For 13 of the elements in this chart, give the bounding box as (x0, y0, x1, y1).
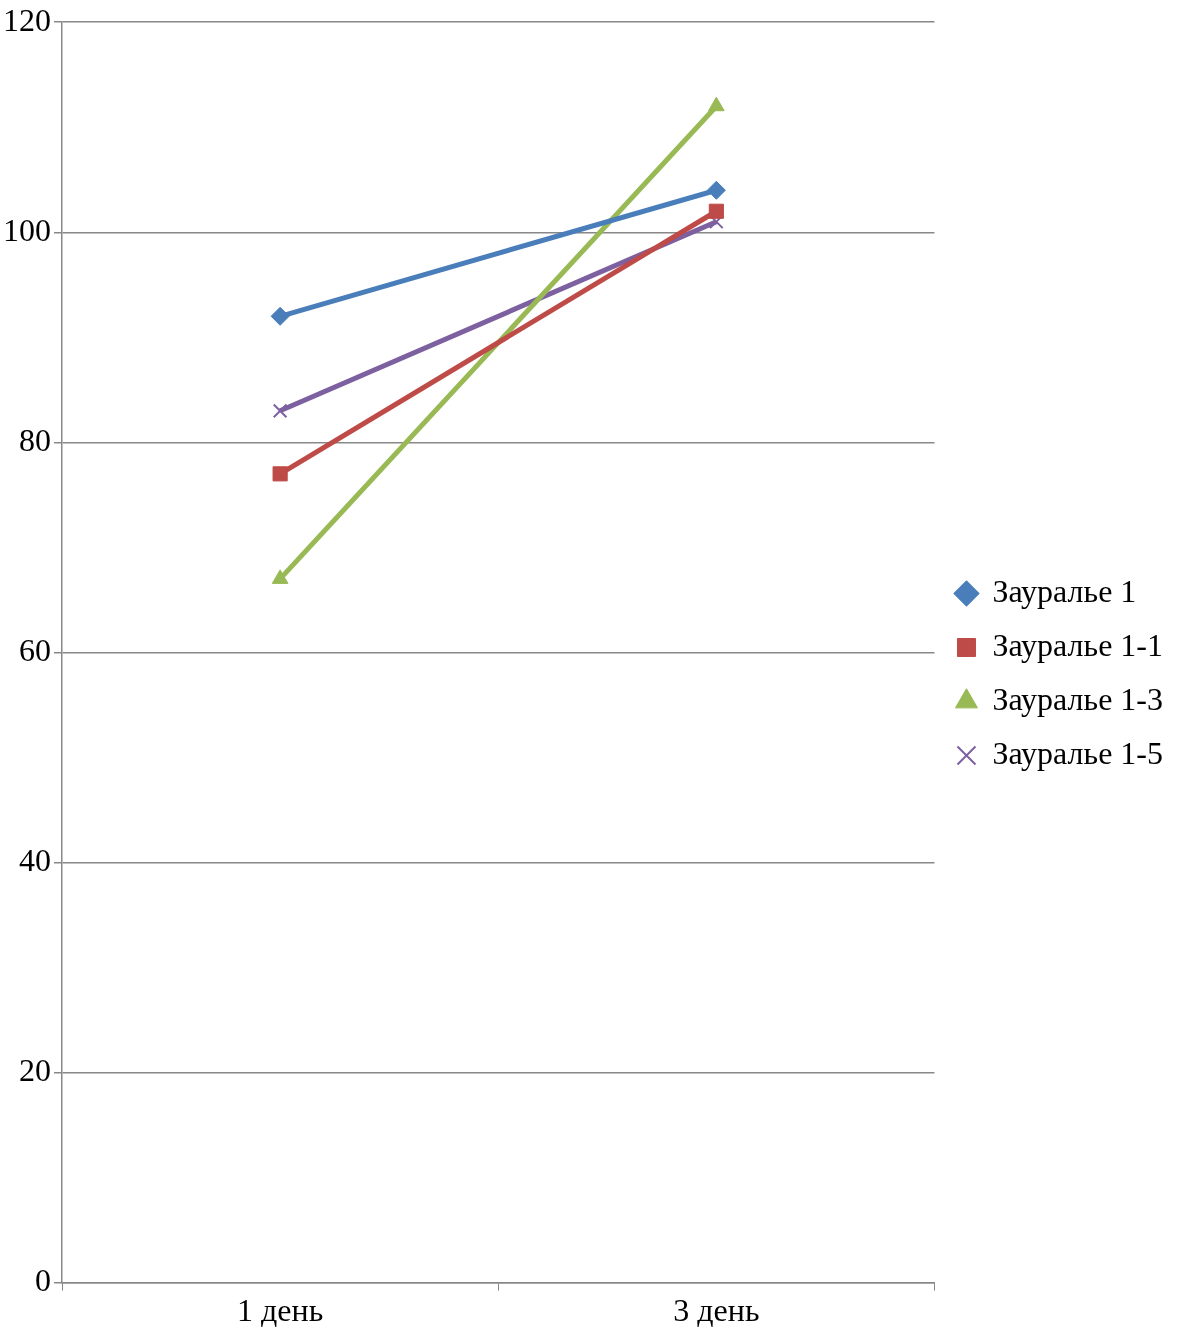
y-tick-label: 120 (3, 1, 51, 38)
y-tick-label: 80 (19, 421, 51, 458)
legend-label: Зауралье 1 (992, 572, 1137, 609)
y-tick-label: 40 (19, 841, 51, 878)
x-tick-label: 1 день (237, 1292, 324, 1329)
y-tick-label: 60 (19, 631, 51, 668)
legend-label: Зауралье 1-3 (992, 680, 1163, 717)
y-tick-label: 0 (35, 1262, 51, 1299)
legend-label: Зауралье 1-1 (992, 626, 1163, 663)
y-tick-label: 20 (19, 1051, 51, 1088)
legend-label: Зауралье 1-5 (992, 734, 1163, 771)
x-tick-label: 3 день (673, 1292, 760, 1329)
y-tick-label: 100 (3, 211, 51, 248)
